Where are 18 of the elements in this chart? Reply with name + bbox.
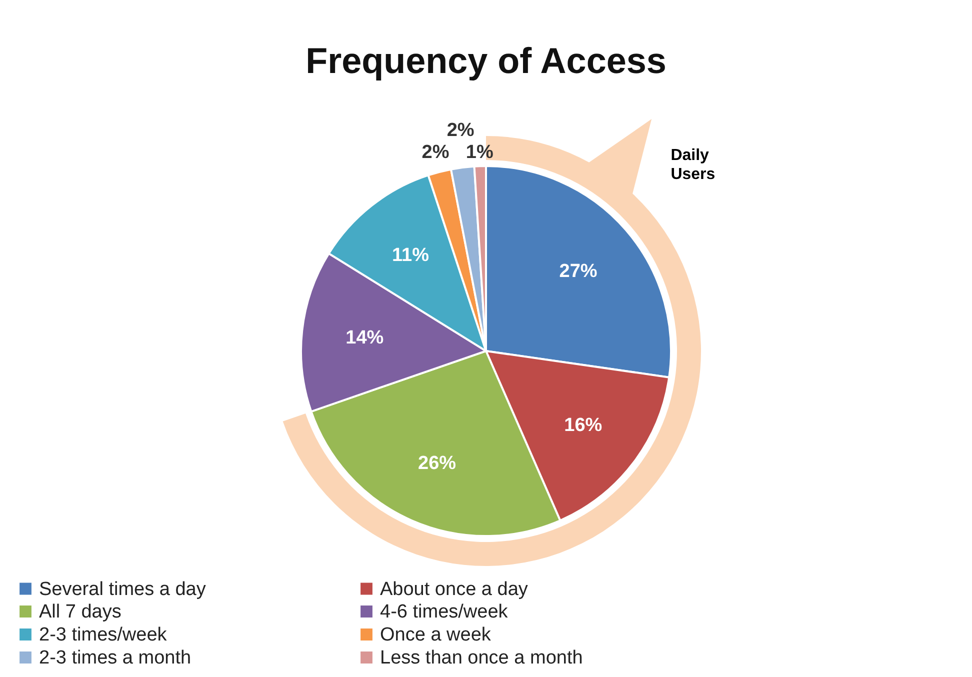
data-label: 14% bbox=[346, 327, 384, 348]
legend-label: All 7 days bbox=[39, 602, 122, 622]
data-label: 11% bbox=[392, 245, 430, 266]
data-label: 1% bbox=[466, 142, 494, 163]
data-label: 2% bbox=[422, 142, 450, 163]
data-label: 2% bbox=[446, 120, 474, 141]
legend-label: 4-6 times/week bbox=[380, 602, 508, 622]
legend-label: Less than once a month bbox=[380, 648, 583, 668]
data-label: 16% bbox=[564, 414, 602, 436]
legend-label: About once a day bbox=[380, 578, 528, 600]
text: Daily Users bbox=[670, 146, 716, 184]
legend-label: 2-3 times/week bbox=[39, 624, 168, 646]
data-label: 26% bbox=[418, 452, 456, 474]
data-label: 27% bbox=[559, 261, 598, 282]
legend-label: Once a week bbox=[380, 624, 492, 646]
chart-title: Frequency of Access bbox=[306, 40, 666, 81]
legend-label: 2-3 times a month bbox=[39, 648, 192, 668]
legend-label: Several times a day bbox=[39, 578, 206, 600]
